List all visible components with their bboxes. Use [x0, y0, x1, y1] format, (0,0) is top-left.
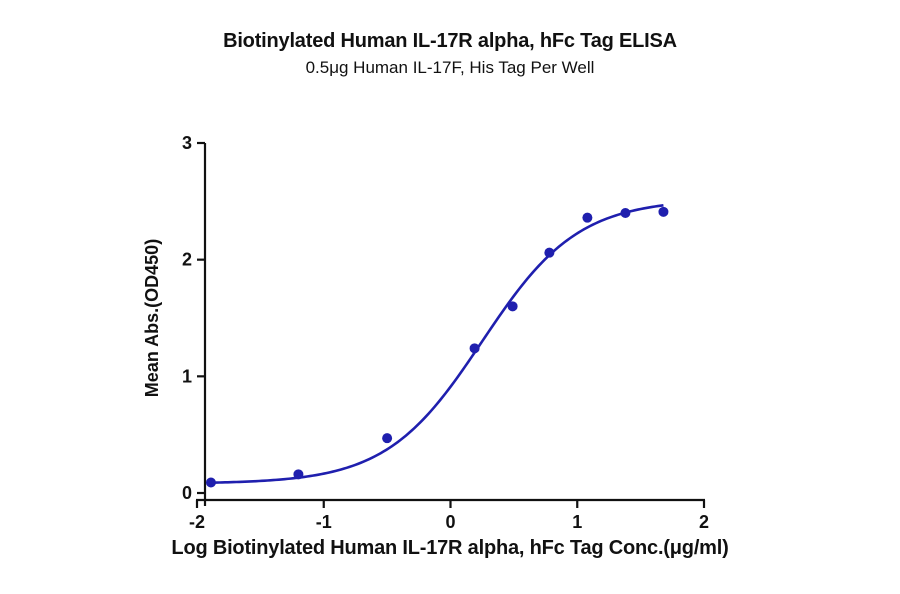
data-points [205, 206, 669, 488]
y-tick-label: 3 [182, 133, 192, 153]
y-tick-label: 0 [182, 483, 192, 503]
data-point [205, 477, 216, 488]
x-axis-label: Log Biotinylated Human IL-17R alpha, hFc… [171, 537, 729, 559]
fit-curve [210, 204, 664, 484]
data-point [620, 208, 631, 218]
x-tick-label: 2 [699, 512, 709, 532]
data-point [544, 247, 555, 258]
x-tick-label: 0 [445, 512, 455, 532]
data-point [382, 433, 393, 444]
chart-subtitle: 0.5μg Human IL-17F, His Tag Per Well [305, 58, 595, 77]
data-point [582, 212, 593, 223]
x-tick-label: 1 [572, 512, 582, 532]
y-tick-label: 1 [182, 366, 192, 386]
chart-title: Biotinylated Human IL-17R alpha, hFc Tag… [223, 30, 677, 52]
data-point [469, 343, 480, 354]
x-tick-label: -1 [316, 512, 332, 532]
x-tick-label: -2 [189, 512, 205, 532]
data-point [293, 469, 304, 480]
sigmoid-fit-line [210, 204, 664, 484]
data-point [507, 301, 518, 312]
y-tick-label: 2 [182, 250, 192, 270]
data-point [658, 206, 669, 217]
axes: 0 1 2 3 -2 -1 0 1 2 [182, 133, 709, 532]
y-axis-label: Mean Abs.(OD450) [142, 238, 162, 398]
